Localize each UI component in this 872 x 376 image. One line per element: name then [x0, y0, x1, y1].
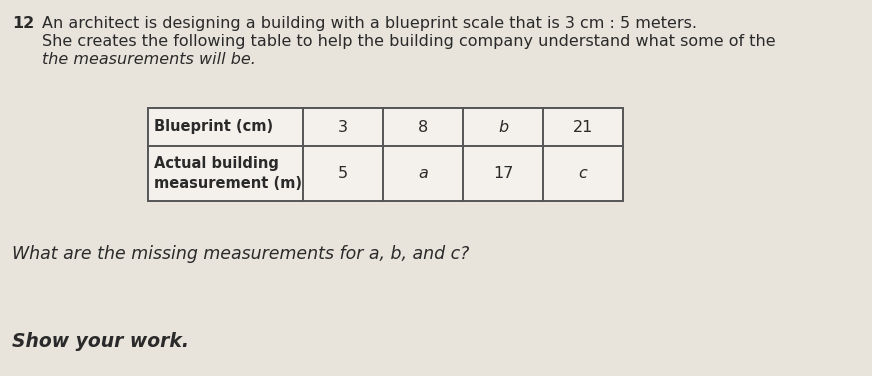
Text: 17: 17 [493, 166, 514, 181]
Bar [148, 108, 623, 201]
Text: a: a [419, 166, 428, 181]
Text: 8: 8 [418, 120, 428, 135]
Text: 5: 5 [338, 166, 348, 181]
Text: She creates the following table to help the building company understand what som: She creates the following table to help … [42, 34, 775, 49]
Text: the measurements will be.: the measurements will be. [42, 52, 255, 67]
Text: 12: 12 [12, 16, 34, 31]
Text: What are the missing measurements for a, b, and c?: What are the missing measurements for a,… [12, 245, 469, 263]
Text: An architect is designing a building with a blueprint scale that is 3 cm : 5 met: An architect is designing a building wit… [42, 16, 697, 31]
Text: 3: 3 [338, 120, 348, 135]
Text: Actual building
measurement (m): Actual building measurement (m) [154, 156, 302, 191]
Text: Blueprint (cm): Blueprint (cm) [154, 120, 273, 135]
Text: c: c [579, 166, 588, 181]
Text: 21: 21 [573, 120, 593, 135]
Text: b: b [498, 120, 508, 135]
Text: Show your work.: Show your work. [12, 332, 189, 351]
